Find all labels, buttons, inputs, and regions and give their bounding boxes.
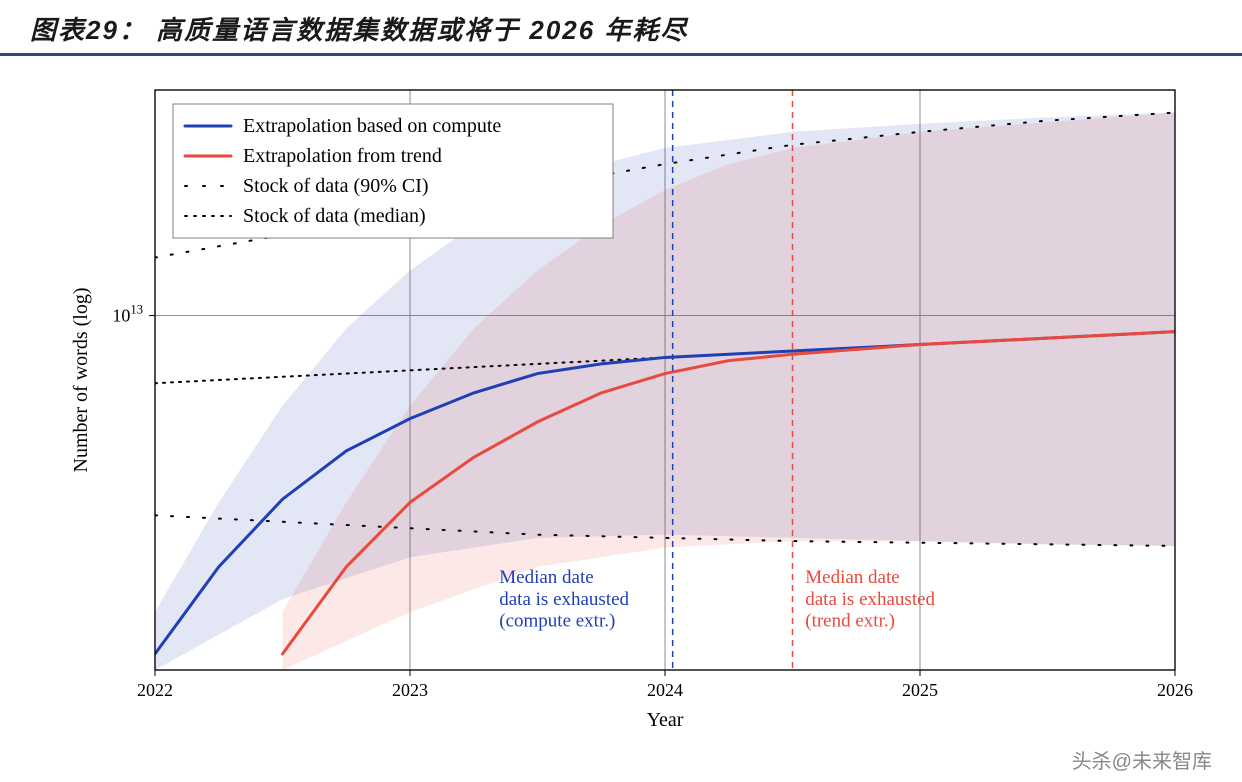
- svg-text:1013: 1013: [112, 303, 143, 326]
- svg-text:2024: 2024: [647, 680, 683, 700]
- svg-text:Year: Year: [647, 709, 684, 731]
- svg-text:Extrapolation based on compute: Extrapolation based on compute: [243, 115, 501, 137]
- svg-text:Number of words (log): Number of words (log): [70, 288, 92, 473]
- watermark: 头杀@未来智库: [1072, 745, 1212, 774]
- title-bar: 图表29： 高质量语言数据集数据或将于 2026 年耗尽: [0, 0, 1242, 56]
- chart-svg: 2022 2023 2024 2025 2026 1013 Year Number of wo…: [60, 70, 1200, 740]
- svg-text:2025: 2025: [902, 680, 938, 700]
- svg-text:2026: 2026: [1157, 680, 1193, 700]
- svg-text:Stock of data (90% CI): Stock of data (90% CI): [243, 175, 429, 197]
- svg-text:Extrapolation from trend: Extrapolation from trend: [243, 145, 442, 167]
- svg-text:2023: 2023: [392, 680, 428, 700]
- svg-text:2022: 2022: [137, 680, 173, 700]
- chart-title: 图表29： 高质量语言数据集数据或将于 2026 年耗尽: [30, 15, 688, 45]
- chart-container: 2022 2023 2024 2025 2026 1013 Year Number of wo…: [60, 70, 1200, 740]
- svg-text:Stock of data (median): Stock of data (median): [243, 205, 426, 227]
- page: 图表29： 高质量语言数据集数据或将于 2026 年耗尽 20222023202…: [0, 0, 1242, 782]
